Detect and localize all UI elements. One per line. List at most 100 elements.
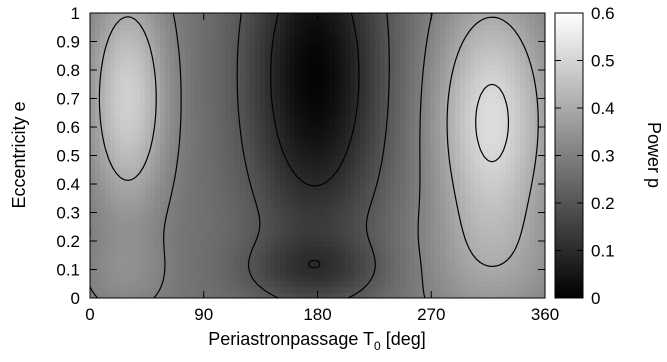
heatmap-cell — [345, 280, 351, 288]
heatmap-cell — [365, 127, 371, 134]
heatmap-cell — [525, 35, 531, 43]
heatmap-cell — [440, 92, 446, 100]
heatmap-cell — [500, 275, 506, 282]
heatmap-cell — [175, 280, 181, 288]
heatmap-cell — [215, 35, 221, 43]
heatmap-cell — [105, 212, 111, 219]
heatmap-cell — [370, 109, 376, 117]
heatmap-cell — [415, 70, 421, 77]
heatmap-cell — [520, 172, 526, 179]
heatmap-cell — [425, 24, 431, 31]
heatmap-cell — [225, 201, 231, 208]
heatmap-cell — [205, 223, 211, 231]
heatmap-cell — [195, 252, 201, 259]
heatmap-cell — [205, 195, 211, 202]
heatmap-cell — [255, 41, 261, 48]
heatmap-cell — [495, 127, 501, 134]
heatmap-cell — [355, 201, 361, 208]
heatmap-cell — [160, 241, 166, 248]
heatmap-cell — [450, 87, 456, 94]
heatmap-cell — [420, 35, 426, 43]
heatmap-cell — [440, 30, 446, 37]
heatmap-cell — [485, 64, 491, 71]
heatmap-cell — [490, 52, 496, 60]
heatmap-cell — [100, 121, 106, 128]
heatmap-cell — [495, 47, 501, 54]
heatmap-cell — [345, 104, 351, 111]
heatmap-cell — [205, 189, 211, 196]
heatmap-cell — [170, 189, 176, 196]
heatmap-cell — [310, 18, 316, 25]
heatmap-cell — [205, 275, 211, 282]
heatmap-cell — [100, 75, 106, 82]
heatmap-cell — [430, 229, 436, 236]
heatmap-cell — [480, 155, 486, 162]
heatmap-cell — [125, 30, 131, 37]
heatmap-cell — [170, 121, 176, 128]
heatmap-cell — [205, 52, 211, 60]
heatmap-cell — [315, 184, 321, 191]
heatmap-cell — [480, 98, 486, 105]
heatmap-cell — [275, 127, 281, 134]
heatmap-cell — [305, 98, 311, 105]
heatmap-cell — [385, 246, 391, 253]
heatmap-cell — [155, 13, 161, 20]
heatmap-cell — [220, 52, 226, 60]
heatmap-cell — [295, 138, 301, 145]
heatmap-cell — [180, 87, 186, 94]
heatmap-cell — [365, 81, 371, 88]
heatmap-cell — [475, 58, 481, 65]
heatmap-cell — [330, 201, 336, 208]
heatmap-cell — [225, 58, 231, 65]
heatmap-cell — [185, 263, 191, 271]
heatmap-cell — [425, 195, 431, 202]
heatmap-cell — [275, 178, 281, 185]
heatmap-cell — [415, 155, 421, 162]
heatmap-cell — [210, 24, 216, 31]
heatmap-cell — [505, 24, 511, 31]
heatmap-cell — [460, 263, 466, 271]
heatmap-cell — [415, 24, 421, 31]
heatmap-cell — [105, 178, 111, 185]
heatmap-cell — [145, 212, 151, 219]
heatmap-cell — [175, 286, 181, 293]
heatmap-cell — [160, 81, 166, 88]
heatmap-cell — [240, 30, 246, 37]
heatmap-cell — [515, 115, 521, 122]
heatmap-cell — [335, 70, 341, 77]
heatmap-cell — [385, 81, 391, 88]
heatmap-cell — [170, 109, 176, 117]
heatmap-cell — [200, 64, 206, 71]
heatmap-cell — [510, 206, 516, 214]
heatmap-cell — [280, 161, 286, 168]
heatmap-cell — [380, 92, 386, 100]
heatmap-cell — [515, 149, 521, 157]
y-tick-label: 0.3 — [56, 204, 80, 223]
heatmap-cell — [480, 258, 486, 265]
heatmap-cell — [345, 206, 351, 214]
heatmap-cell — [430, 81, 436, 88]
heatmap-cell — [410, 280, 416, 288]
heatmap-cell — [185, 161, 191, 168]
heatmap-cell — [295, 87, 301, 94]
heatmap-cell — [460, 149, 466, 157]
heatmap-cell — [305, 189, 311, 196]
heatmap-cell — [125, 70, 131, 77]
heatmap-cell — [100, 280, 106, 288]
heatmap-cell — [125, 35, 131, 43]
heatmap-cell — [295, 286, 301, 293]
heatmap-cell — [495, 258, 501, 265]
heatmap-cell — [335, 138, 341, 145]
heatmap-cell — [290, 109, 296, 117]
heatmap-cell — [200, 280, 206, 288]
heatmap-cell — [500, 24, 506, 31]
heatmap-cell — [195, 115, 201, 122]
heatmap-cell — [485, 263, 491, 271]
heatmap-cell — [410, 52, 416, 60]
heatmap-cell — [125, 47, 131, 54]
heatmap-cell — [165, 166, 171, 174]
heatmap-cell — [110, 109, 116, 117]
heatmap-cell — [255, 184, 261, 191]
heatmap-cell — [265, 138, 271, 145]
heatmap-cell — [420, 218, 426, 225]
